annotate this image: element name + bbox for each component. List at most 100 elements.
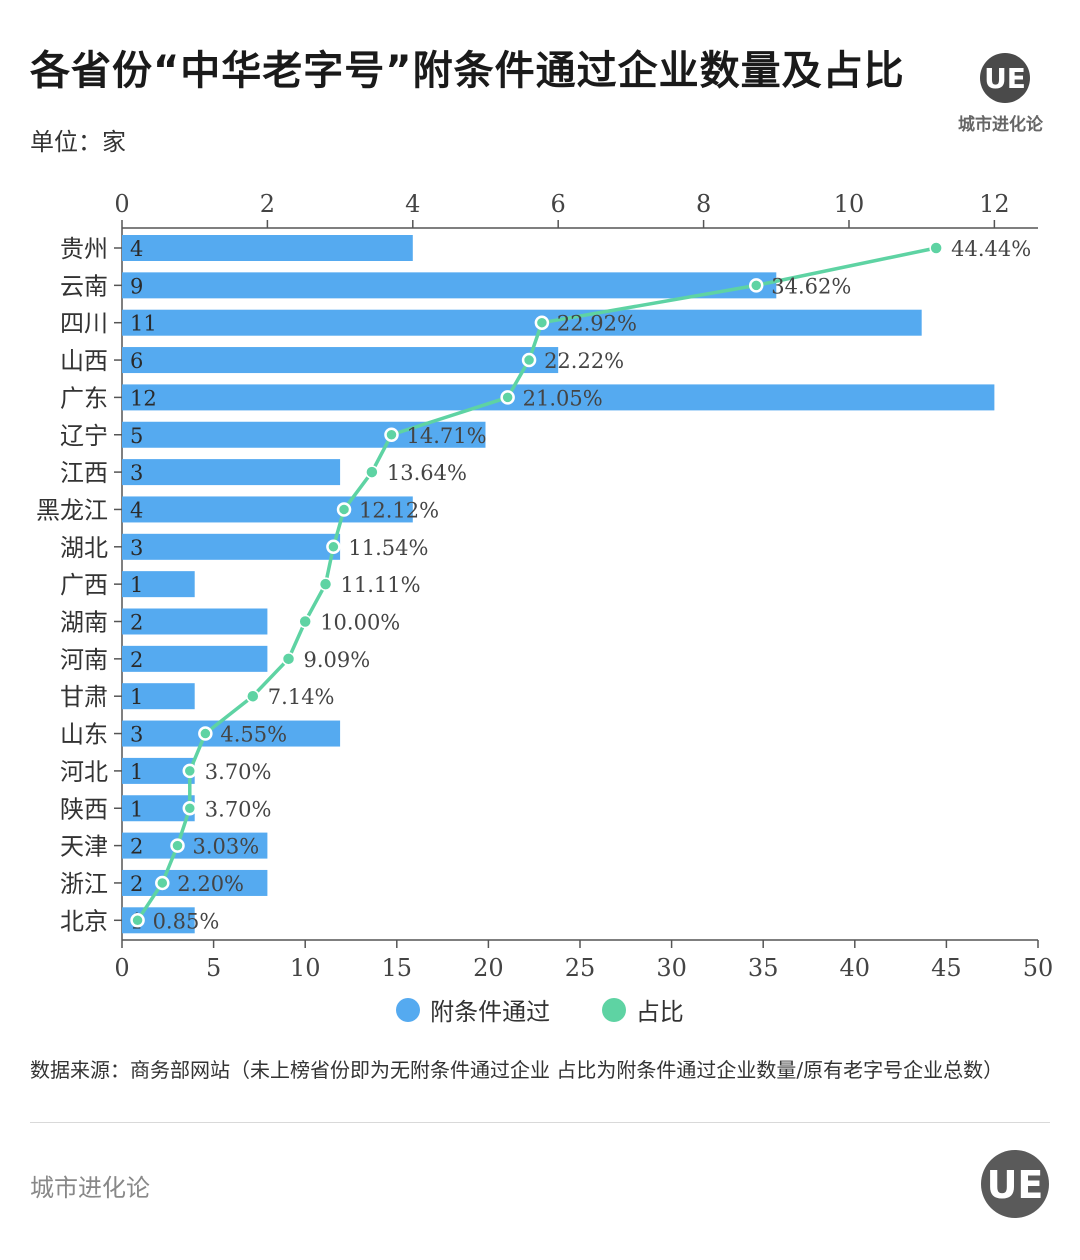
top-axis-tick-label: 2 xyxy=(260,190,275,218)
legend-item-bar: 附条件通过 xyxy=(396,992,550,1027)
bottom-axis-tick-label: 15 xyxy=(382,954,413,982)
bottom-axis-tick-label: 35 xyxy=(748,954,779,982)
bottom-axis-tick-label: 45 xyxy=(931,954,962,982)
legend: 附条件通过 占比 xyxy=(0,992,1080,1028)
share-point xyxy=(748,278,764,293)
bar-value-label: 2 xyxy=(130,872,143,896)
bar-value-label: 1 xyxy=(130,797,143,821)
source-note: 数据来源：商务部网站（未上榜省份即为无附条件通过企业 占比为附条件通过企业数量/… xyxy=(30,1058,1004,1082)
share-point-label: 44.44% xyxy=(951,237,1031,261)
share-point-label: 3.70% xyxy=(205,760,272,784)
legend-line-swatch xyxy=(601,997,626,1022)
share-point xyxy=(182,801,198,816)
share-point-label: 22.92% xyxy=(557,312,637,336)
unit-label: 单位：家 xyxy=(30,128,126,156)
footer-text: 城市进化论 xyxy=(30,1174,150,1202)
top-axis-tick-label: 12 xyxy=(979,190,1010,218)
bottom-axis-tick-label: 30 xyxy=(656,954,687,982)
chart-title: 各省份“中华老字号”附条件通过企业数量及占比 xyxy=(30,48,905,94)
bar-value-label: 2 xyxy=(130,611,143,635)
share-point-label: 3.03% xyxy=(193,835,260,859)
bottom-axis-tick-label: 25 xyxy=(565,954,596,982)
bar-value-label: 4 xyxy=(130,237,143,261)
share-point-label: 3.70% xyxy=(205,797,272,821)
category-label: 北京 xyxy=(60,907,108,935)
bar xyxy=(122,421,486,448)
legend-bar-swatch xyxy=(396,997,421,1022)
bar xyxy=(122,384,995,411)
bar xyxy=(122,832,268,859)
share-point-label: 2.20% xyxy=(177,872,244,896)
bottom-axis-tick-label: 0 xyxy=(114,954,129,982)
share-point xyxy=(521,352,537,368)
category-label: 湖北 xyxy=(60,534,108,562)
category-label: 四川 xyxy=(60,310,108,338)
bottom-axis-tick-label: 5 xyxy=(206,954,221,982)
svg-text:UE: UE xyxy=(987,1163,1044,1207)
share-point-label: 13.64% xyxy=(387,461,467,485)
share-point-label: 10.00% xyxy=(320,611,400,635)
bar xyxy=(122,459,341,486)
bar xyxy=(122,608,268,635)
top-axis-tick-label: 8 xyxy=(696,190,711,218)
share-point-label: 22.22% xyxy=(544,349,624,373)
share-point-label: 7.14% xyxy=(268,685,335,709)
category-label: 山东 xyxy=(60,721,108,749)
share-point xyxy=(929,241,943,255)
share-point-label: 12.12% xyxy=(359,498,439,522)
share-point xyxy=(170,838,185,853)
top-axis-tick-label: 10 xyxy=(834,190,865,218)
bar xyxy=(122,571,195,598)
legend-item-line: 占比 xyxy=(601,992,684,1027)
category-label: 甘肃 xyxy=(60,683,108,711)
share-point xyxy=(500,390,515,405)
bar xyxy=(122,235,413,261)
bar-value-label: 1 xyxy=(130,685,143,709)
bar-value-label: 11 xyxy=(130,312,157,336)
category-label: 浙江 xyxy=(60,870,108,898)
share-point xyxy=(384,427,399,442)
share-point xyxy=(182,763,198,779)
category-label: 广西 xyxy=(60,571,108,599)
top-axis-tick-label: 0 xyxy=(114,190,129,218)
category-label: 天津 xyxy=(60,833,108,861)
share-point xyxy=(298,614,312,629)
bar xyxy=(122,533,341,560)
bottom-axis-tick-label: 40 xyxy=(840,954,871,982)
bar-value-label: 3 xyxy=(130,536,143,560)
bar-value-label: 1 xyxy=(130,760,143,784)
bar-value-label: 2 xyxy=(130,835,143,859)
bar-value-label: 3 xyxy=(130,723,143,747)
share-point-label: 14.71% xyxy=(406,424,486,448)
share-point xyxy=(336,502,352,517)
bar xyxy=(122,347,559,374)
bar xyxy=(122,869,268,896)
share-point xyxy=(130,913,145,928)
share-point-label: 4.55% xyxy=(220,723,287,747)
bar xyxy=(122,309,922,336)
share-point xyxy=(155,875,170,891)
share-point xyxy=(281,652,296,666)
share-point xyxy=(326,539,341,555)
share-point-label: 0.85% xyxy=(153,909,220,933)
logo-text: 城市进化论 xyxy=(958,115,1043,135)
bar xyxy=(122,645,268,672)
category-label: 陕西 xyxy=(60,795,108,823)
bar-value-label: 5 xyxy=(130,424,143,448)
bar xyxy=(122,496,413,523)
share-point xyxy=(198,726,213,741)
bottom-axis-tick-label: 20 xyxy=(473,954,504,982)
category-label: 湖南 xyxy=(60,609,108,637)
share-point xyxy=(534,315,550,330)
bar-value-label: 3 xyxy=(130,461,143,485)
share-point-label: 34.62% xyxy=(771,274,851,298)
bottom-axis-tick-label: 10 xyxy=(290,954,321,982)
bottom-axis-tick-label: 50 xyxy=(1023,954,1054,982)
category-label: 河南 xyxy=(60,646,108,674)
share-point xyxy=(365,465,379,479)
bar-value-label: 1 xyxy=(130,573,143,597)
category-label: 贵州 xyxy=(60,235,108,263)
bar xyxy=(122,683,195,710)
share-point xyxy=(246,689,260,703)
category-label: 广东 xyxy=(60,384,108,412)
